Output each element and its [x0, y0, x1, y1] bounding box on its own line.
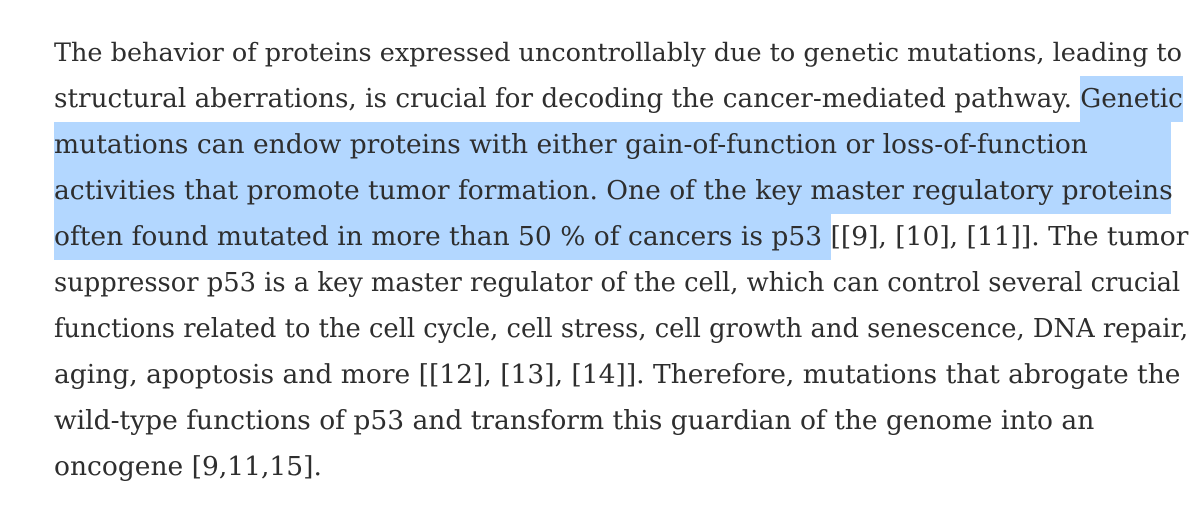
selected-text[interactable]: mutations can endow proteins with either…	[54, 122, 1171, 168]
text-line-8: aging, apoptosis and more [[12], [13], […	[54, 352, 1189, 398]
line-text: suppressor p53 is a key master regulator…	[54, 268, 1181, 298]
text-line-1: The behavior of proteins expressed uncon…	[54, 30, 1189, 76]
citation-link[interactable]: [[9], [10], [11]]. The tumor	[830, 221, 1189, 252]
text-line-2: structural aberrations, is crucial for d…	[54, 76, 1189, 122]
selected-text[interactable]: often found mutated in more than 50 % of…	[54, 214, 831, 260]
text-line-6: suppressor p53 is a key master regulator…	[54, 260, 1189, 306]
line-text: functions related to the cell cycle, cel…	[54, 314, 1189, 344]
text-line-9: wild-type functions of p53 and transform…	[54, 398, 1189, 444]
text-line-5: often found mutated in more than 50 % of…	[54, 214, 1189, 260]
line-text: wild-type functions of p53 and transform…	[54, 405, 1095, 436]
selected-text[interactable]: Genetic	[1080, 76, 1183, 122]
text-line-3: mutations can endow proteins with either…	[54, 122, 1189, 168]
selected-text[interactable]: activities that promote tumor formation.…	[54, 168, 1173, 214]
text-line-7: functions related to the cell cycle, cel…	[54, 306, 1189, 352]
text-line-4: activities that promote tumor formation.…	[54, 168, 1189, 214]
text-line-10: oncogene [9,11,15].	[54, 444, 1189, 490]
line-text: structural aberrations, is crucial for d…	[54, 84, 1081, 114]
line-text: oncogene [9,11,15].	[54, 451, 322, 482]
line-text: The behavior of proteins expressed uncon…	[54, 38, 1182, 68]
article-paragraph: The behavior of proteins expressed uncon…	[54, 30, 1189, 490]
line-text: aging, apoptosis and more [[12], [13], […	[54, 359, 1181, 390]
